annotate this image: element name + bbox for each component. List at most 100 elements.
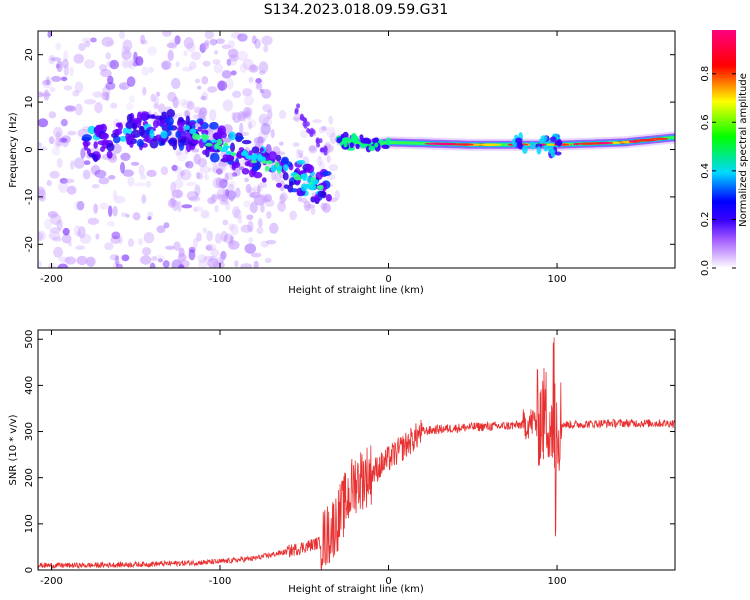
- spectrogram-blob: [250, 159, 258, 164]
- spectrogram-blob: [70, 160, 75, 170]
- spectrogram-blob: [140, 34, 146, 45]
- spectrogram-blob: [292, 116, 300, 121]
- spectrogram-blob: [221, 182, 227, 189]
- spectrogram-blob: [529, 141, 536, 150]
- spectrogram-blob: [99, 132, 109, 140]
- spectrogram-blob: [152, 120, 159, 129]
- spectrogram-blob: [197, 85, 202, 90]
- spectrogram-blob: [248, 192, 256, 198]
- spectrogram-blob: [138, 164, 145, 176]
- spectrogram-blob: [546, 143, 555, 146]
- spectrogram-blob: [110, 102, 118, 109]
- spectrogram-blob: [125, 102, 134, 111]
- spectrogram-xlabel: Height of straight line (km): [288, 285, 424, 296]
- spectrogram-blob: [109, 59, 120, 70]
- spectrogram-blob: [235, 136, 245, 141]
- spectrogram-blob: [107, 75, 114, 85]
- spectrogram-blob: [135, 56, 144, 67]
- spectrogram-blob: [248, 121, 253, 130]
- spectrogram-blob: [118, 82, 130, 90]
- spectrogram-blob: [42, 79, 51, 86]
- spectrogram-blob: [305, 204, 316, 209]
- spectrogram-blob: [98, 177, 110, 185]
- spectrogram-blob: [374, 142, 379, 148]
- spectrogram-blob: [234, 260, 239, 268]
- spectrogram-blob: [111, 231, 121, 240]
- spectrogram-blob: [349, 142, 354, 149]
- spectrogram-blob: [247, 118, 257, 129]
- spectrogram-blob: [63, 85, 73, 91]
- snr-xtick-label: 100: [547, 576, 566, 587]
- snr-xtick-label: 0: [385, 576, 391, 587]
- snr-ytick-label: 200: [24, 468, 35, 487]
- spectrogram-blob: [224, 188, 229, 198]
- spectrogram-blob: [53, 246, 64, 258]
- spectrogram-blob: [84, 98, 96, 105]
- spectrogram-blob: [167, 198, 177, 209]
- spectrogram-blob: [156, 225, 166, 234]
- spectrogram-blob: [268, 222, 279, 234]
- spectrogram-blob: [220, 250, 227, 260]
- spectrogram-blob: [118, 235, 123, 245]
- spectrogram-blob: [147, 114, 155, 119]
- spectrogram-blob: [192, 237, 198, 249]
- spectrogram-blob: [359, 142, 367, 149]
- spectrogram-blob: [278, 141, 284, 146]
- spectrogram-blob: [254, 38, 261, 49]
- spectrogram-blob: [38, 232, 44, 241]
- spectrogram-blob: [279, 180, 286, 192]
- spectrogram-blob: [217, 80, 228, 91]
- spectrogram-blob: [82, 169, 91, 180]
- spectrogram-blob: [130, 161, 140, 166]
- snr-axes: -200 -100 0 100 0 100 200 300 400 500: [24, 330, 675, 587]
- spectrogram-blob: [122, 127, 133, 136]
- spectrogram-blob: [55, 63, 61, 69]
- spectrogram-blob: [73, 157, 85, 169]
- spectrogram-blob: [108, 175, 116, 180]
- spectrogram-blob: [386, 137, 391, 144]
- spectrogram-blob: [80, 233, 92, 244]
- spectrogram-blob: [221, 193, 229, 203]
- spectrogram-blob: [216, 168, 223, 175]
- spectrogram-blob: [178, 98, 187, 107]
- spectrogram-blob: [189, 128, 197, 135]
- spectrogram-blob: [149, 129, 155, 139]
- spectrogram-blob: [262, 116, 273, 127]
- spectrogram-blob: [294, 109, 299, 115]
- spectrogram-blob: [74, 81, 84, 93]
- snr-frame: [37, 329, 676, 571]
- spectrogram-blob: [55, 131, 62, 142]
- spectrogram-blob: [56, 158, 63, 168]
- spectrogram-blob: [230, 32, 242, 39]
- spectrogram-blob: [95, 233, 100, 240]
- spectrogram-blob: [329, 132, 337, 145]
- spectrogram-blob: [260, 123, 271, 135]
- spectrogram-blob: [141, 194, 147, 204]
- spectrogram-blob: [257, 217, 263, 228]
- spectrogram-blob: [279, 192, 288, 202]
- spectrogram-blob: [176, 172, 183, 180]
- spectrogram-blob: [302, 117, 307, 123]
- spectrogram-blob: [112, 190, 118, 200]
- spectrogram-blob: [185, 115, 190, 125]
- spectrogram-xtick-label: -100: [209, 274, 232, 285]
- spectrogram-blob: [227, 48, 239, 59]
- spectrogram-blob: [127, 176, 135, 187]
- spectrogram-blob: [207, 197, 216, 205]
- spectrogram-blob: [58, 181, 69, 193]
- spectrogram-blob: [114, 255, 120, 267]
- spectrogram-blob: [153, 103, 159, 110]
- spectrogram-blob: [127, 238, 135, 248]
- spectrogram-blob: [56, 60, 63, 73]
- spectrogram-blob: [166, 42, 178, 49]
- spectrogram-blob: [47, 31, 52, 38]
- spectrogram-blob: [73, 53, 85, 64]
- spectrogram-blob: [175, 130, 182, 139]
- spectrogram-blob: [226, 172, 234, 181]
- spectrogram-blob: [253, 260, 259, 268]
- spectrogram-blob: [194, 78, 201, 84]
- spectrogram-blob: [55, 140, 63, 147]
- spectrogram-blob: [215, 177, 223, 188]
- spectrogram-blob: [105, 81, 116, 90]
- spectrogram-blob: [148, 66, 154, 74]
